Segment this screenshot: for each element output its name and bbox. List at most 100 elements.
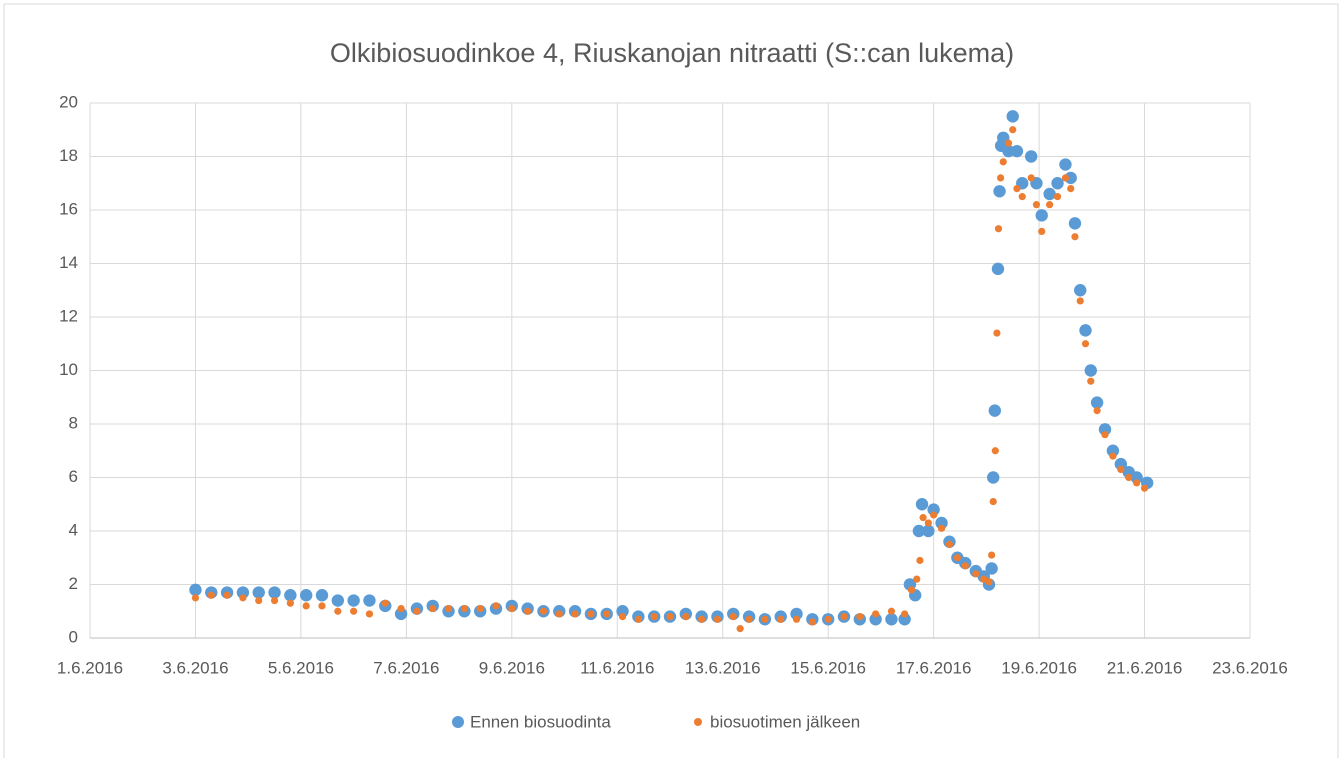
x-tick-label: 15.6.2016: [790, 658, 866, 677]
point: [1006, 110, 1019, 123]
point: [191, 594, 200, 602]
point: [824, 615, 832, 623]
point: [1076, 297, 1084, 305]
point: [869, 613, 882, 626]
point: [945, 540, 954, 548]
legend-label: Ennen biosuodinta: [470, 712, 611, 731]
point: [792, 615, 801, 623]
x-tick-label: 23.6.2016: [1212, 658, 1288, 677]
x-tick-label: 21.6.2016: [1107, 658, 1183, 677]
point: [397, 604, 405, 613]
point: [1051, 177, 1064, 190]
point: [603, 610, 611, 618]
point: [239, 594, 247, 602]
y-tick-label: 18: [59, 146, 78, 165]
point: [587, 610, 595, 618]
point: [993, 329, 1001, 337]
point: [961, 562, 969, 570]
point: [840, 613, 848, 621]
x-tick-label: 9.6.2016: [479, 658, 545, 677]
x-tick-label: 13.6.2016: [685, 658, 761, 677]
point: [988, 551, 996, 559]
point: [1024, 150, 1038, 163]
legend-marker: [694, 718, 702, 726]
y-tick-label: 10: [59, 360, 78, 379]
point: [555, 610, 563, 618]
point: [524, 607, 532, 615]
point: [1064, 171, 1077, 185]
point: [302, 602, 310, 610]
point: [994, 225, 1003, 233]
x-tick-label: 17.6.2016: [896, 658, 972, 677]
point: [1067, 185, 1075, 193]
point: [856, 613, 864, 621]
point: [268, 586, 281, 599]
chart-title: Olkibiosuodinkoe 4, Riuskanojan nitraatt…: [330, 38, 1014, 68]
chart-frame: [3, 3, 1339, 758]
point: [236, 586, 250, 599]
point: [363, 594, 376, 607]
point: [808, 618, 816, 626]
point: [916, 556, 924, 565]
point: [713, 615, 722, 623]
point: [927, 503, 940, 516]
y-tick-label: 12: [59, 306, 78, 325]
point: [1090, 396, 1104, 409]
point: [1059, 158, 1072, 171]
point: [991, 262, 1005, 276]
y-tick-label: 20: [59, 92, 78, 111]
point: [315, 589, 329, 602]
point: [1133, 479, 1141, 487]
y-tick-label: 2: [69, 574, 78, 593]
x-tick-label: 5.6.2016: [268, 658, 334, 677]
y-tick-label: 0: [69, 627, 78, 646]
point: [924, 519, 932, 527]
point: [1101, 431, 1109, 439]
point: [698, 615, 706, 623]
point: [252, 586, 265, 599]
point: [1109, 452, 1117, 460]
point: [985, 578, 993, 586]
point: [1071, 233, 1079, 241]
legend-marker: [452, 716, 464, 728]
point: [1087, 377, 1095, 385]
point: [460, 604, 468, 613]
point: [1106, 444, 1120, 457]
point: [907, 586, 916, 594]
point: [885, 613, 898, 626]
point: [935, 516, 948, 530]
x-tick-label: 19.6.2016: [1001, 658, 1077, 677]
point: [912, 524, 926, 538]
point: [1004, 139, 1013, 147]
point: [872, 610, 880, 618]
point: [761, 615, 769, 623]
x-tick-label: 3.6.2016: [162, 658, 228, 677]
point: [1130, 471, 1143, 484]
point: [1098, 423, 1112, 436]
point: [634, 615, 642, 623]
point: [666, 613, 674, 621]
point: [334, 607, 342, 615]
point: [508, 604, 516, 613]
point: [993, 185, 1006, 198]
point: [988, 404, 1001, 417]
point: [898, 613, 911, 626]
point: [1027, 174, 1035, 182]
point: [571, 610, 579, 618]
point: [616, 605, 629, 618]
point: [736, 625, 744, 633]
point: [492, 602, 500, 610]
point: [347, 594, 360, 607]
point: [365, 610, 374, 618]
point: [1068, 217, 1082, 230]
point: [919, 514, 927, 522]
point: [1140, 484, 1149, 492]
point: [1093, 407, 1101, 415]
y-tick-label: 4: [69, 520, 78, 539]
point: [1038, 227, 1046, 235]
point: [1032, 201, 1041, 209]
point: [953, 554, 961, 562]
point: [930, 511, 938, 519]
point: [1053, 193, 1062, 201]
